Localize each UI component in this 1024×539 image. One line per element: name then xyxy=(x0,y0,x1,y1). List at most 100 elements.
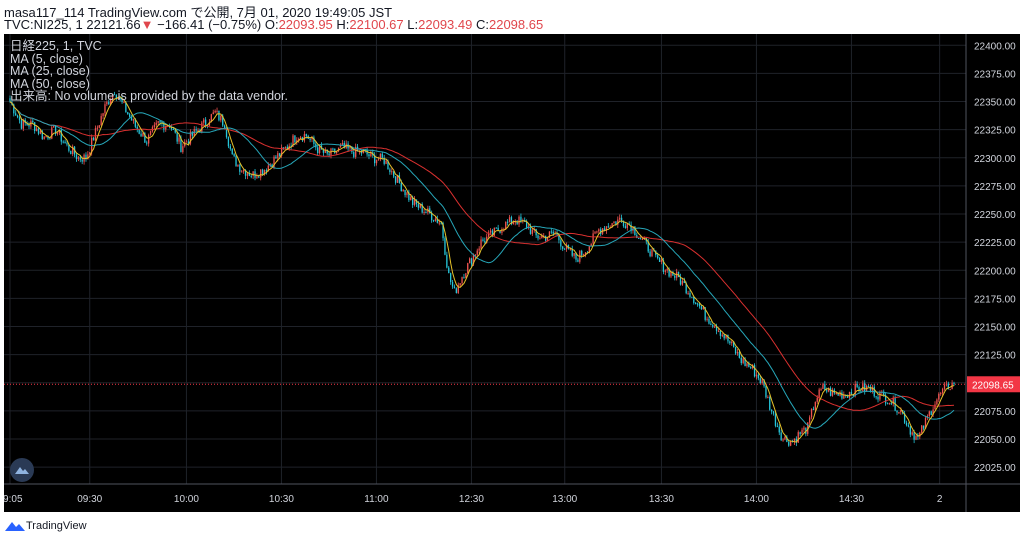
candle-body xyxy=(879,392,881,400)
candle-body xyxy=(170,127,173,129)
y-tick-label: 22275.00 xyxy=(974,182,1016,193)
candle-body xyxy=(763,379,765,387)
candle-body xyxy=(818,389,820,399)
candle-body xyxy=(619,217,621,220)
candle-body xyxy=(417,204,420,208)
candle-body xyxy=(714,326,716,328)
candle-body xyxy=(505,221,507,230)
ma25-line xyxy=(9,101,955,429)
candle-body xyxy=(294,135,296,143)
candle-body xyxy=(225,129,228,138)
candle-body xyxy=(943,384,946,389)
candle-body xyxy=(571,248,573,256)
candle-body xyxy=(233,154,235,157)
candle-body xyxy=(620,217,623,221)
candle-body xyxy=(569,248,571,250)
candle-body xyxy=(123,102,125,104)
candle-body xyxy=(835,392,837,394)
candle-body xyxy=(755,374,758,377)
legend-volume: 出来高: No volume is provided by the data v… xyxy=(10,89,288,103)
candle-body xyxy=(877,396,879,400)
candles xyxy=(9,91,955,447)
candle-body xyxy=(341,142,344,146)
candle-body xyxy=(596,231,598,233)
candle-body xyxy=(43,136,45,140)
current-price: 22121.66 xyxy=(86,17,141,32)
tradingview-logo-button[interactable] xyxy=(10,458,34,482)
candle-body xyxy=(582,254,585,256)
candle-body xyxy=(413,199,416,205)
candle-body xyxy=(130,116,133,121)
candle-body xyxy=(778,426,780,433)
candle-body xyxy=(562,246,564,249)
candle-body xyxy=(913,432,915,440)
candle-body xyxy=(719,330,722,336)
candle-body xyxy=(484,240,486,243)
ma50-line xyxy=(9,101,955,411)
candle-body xyxy=(799,432,801,435)
candle-body xyxy=(163,123,165,130)
candle-body xyxy=(649,251,651,257)
candle-body xyxy=(824,384,826,391)
candle-body xyxy=(261,169,264,175)
candle-body xyxy=(197,129,199,131)
candle-body xyxy=(603,228,606,231)
candle-body xyxy=(203,119,205,123)
candle-body xyxy=(529,226,532,234)
candle-body xyxy=(615,221,617,225)
high-value: 22100.67 xyxy=(349,17,404,32)
candle-body xyxy=(482,239,484,241)
candlestick-chart[interactable]: 22400.00 22375.00 22350.00 22325.00 22300.00… xyxy=(4,34,1020,512)
candle-body xyxy=(848,391,851,398)
chart-area[interactable]: 22400.00 22375.00 22350.00 22325.00 22300.00… xyxy=(4,34,1020,512)
candle-body xyxy=(668,268,670,277)
close-label: C: xyxy=(475,17,489,32)
candle-body xyxy=(782,439,784,441)
candle-body xyxy=(60,130,62,142)
candle-body xyxy=(113,94,116,96)
x-tick-label: 10:30 xyxy=(269,494,294,505)
candle-body xyxy=(890,403,892,405)
y-tick-label: 22025.00 xyxy=(974,463,1016,474)
candle-body xyxy=(567,244,570,249)
candle-body xyxy=(22,119,24,129)
candle-body xyxy=(552,231,554,234)
candle-body xyxy=(774,413,777,426)
candle-body xyxy=(900,410,902,413)
candle-body xyxy=(801,429,803,435)
candle-body xyxy=(292,135,294,147)
candle-body xyxy=(556,232,558,235)
candle-body xyxy=(841,392,843,399)
candle-body xyxy=(672,271,674,276)
candle-body xyxy=(157,121,159,123)
candle-body xyxy=(896,410,898,413)
candle-body xyxy=(326,149,328,154)
footer-brand: TradingView xyxy=(26,520,87,532)
candle-body xyxy=(242,170,245,172)
candle-body xyxy=(953,382,955,385)
y-tick-label: 22375.00 xyxy=(974,69,1016,80)
y-tick-label: 22300.00 xyxy=(974,154,1016,165)
candle-body xyxy=(622,220,625,227)
candle-body xyxy=(662,259,665,272)
candle-body xyxy=(195,129,197,131)
candle-body xyxy=(886,403,889,405)
candle-body xyxy=(501,230,503,233)
x-tick-label: 14:30 xyxy=(839,494,864,505)
candle-body xyxy=(444,238,446,255)
candle-body xyxy=(613,221,615,224)
candle-body xyxy=(45,136,47,138)
candle-body xyxy=(39,131,42,134)
candle-body xyxy=(869,386,872,391)
candle-body xyxy=(159,121,161,123)
candle-body xyxy=(412,197,414,205)
candle-body xyxy=(753,365,756,377)
candle-body xyxy=(638,237,640,239)
candle-body xyxy=(679,277,682,285)
candle-body xyxy=(729,341,731,344)
candle-body xyxy=(518,216,520,225)
candle-body xyxy=(408,192,410,201)
candle-body xyxy=(256,176,258,178)
candle-body xyxy=(252,171,254,176)
candle-body xyxy=(328,153,330,156)
